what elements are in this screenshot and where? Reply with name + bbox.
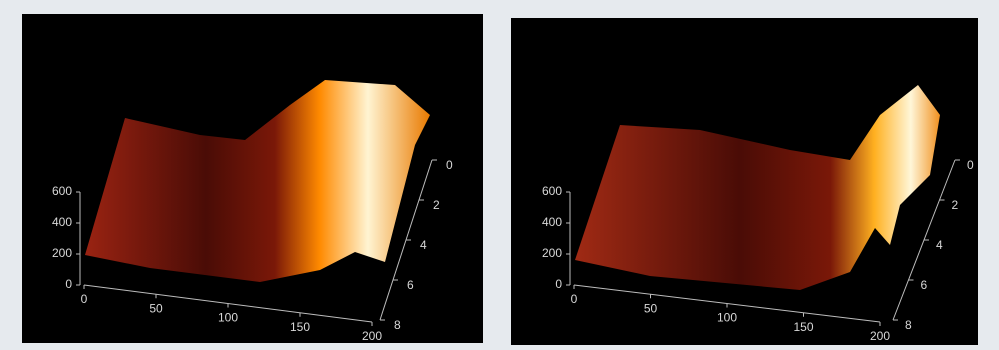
y-tick-label: 6 bbox=[921, 278, 928, 292]
z-tick-label: 600 bbox=[542, 184, 562, 198]
x-tick-label: 0 bbox=[81, 292, 88, 306]
y-tick-label: 0 bbox=[967, 158, 974, 172]
x-tick-label: 150 bbox=[290, 320, 310, 334]
z-tick-label: 0 bbox=[65, 277, 72, 291]
z-tick-label: 200 bbox=[542, 246, 562, 260]
x-tick-label: 50 bbox=[644, 301, 658, 315]
x-tick-label: 150 bbox=[793, 320, 813, 334]
x-tick-label: 50 bbox=[149, 301, 163, 315]
z-tick-label: 400 bbox=[52, 215, 72, 229]
y-tick-label: 4 bbox=[420, 238, 427, 252]
x-tick-label: 200 bbox=[362, 329, 382, 343]
y-tick-label: 8 bbox=[394, 318, 401, 332]
y-tick-label: 2 bbox=[433, 198, 440, 212]
surface bbox=[575, 85, 940, 290]
y-tick-label: 6 bbox=[407, 278, 414, 292]
z-tick-label: 200 bbox=[52, 246, 72, 260]
z-tick-label: 0 bbox=[555, 277, 562, 291]
z-tick-label: 400 bbox=[542, 215, 562, 229]
y-tick-label: 2 bbox=[952, 198, 959, 212]
x-tick-label: 0 bbox=[571, 292, 578, 306]
y-tick-label: 0 bbox=[446, 158, 453, 172]
surface bbox=[85, 80, 430, 282]
x-tick-label: 100 bbox=[717, 311, 737, 325]
y-tick-label: 8 bbox=[905, 318, 912, 332]
y-tick-label: 4 bbox=[936, 238, 943, 252]
z-tick-label: 600 bbox=[52, 184, 72, 198]
x-tick-label: 200 bbox=[870, 329, 890, 343]
x-tick-label: 100 bbox=[218, 311, 238, 325]
